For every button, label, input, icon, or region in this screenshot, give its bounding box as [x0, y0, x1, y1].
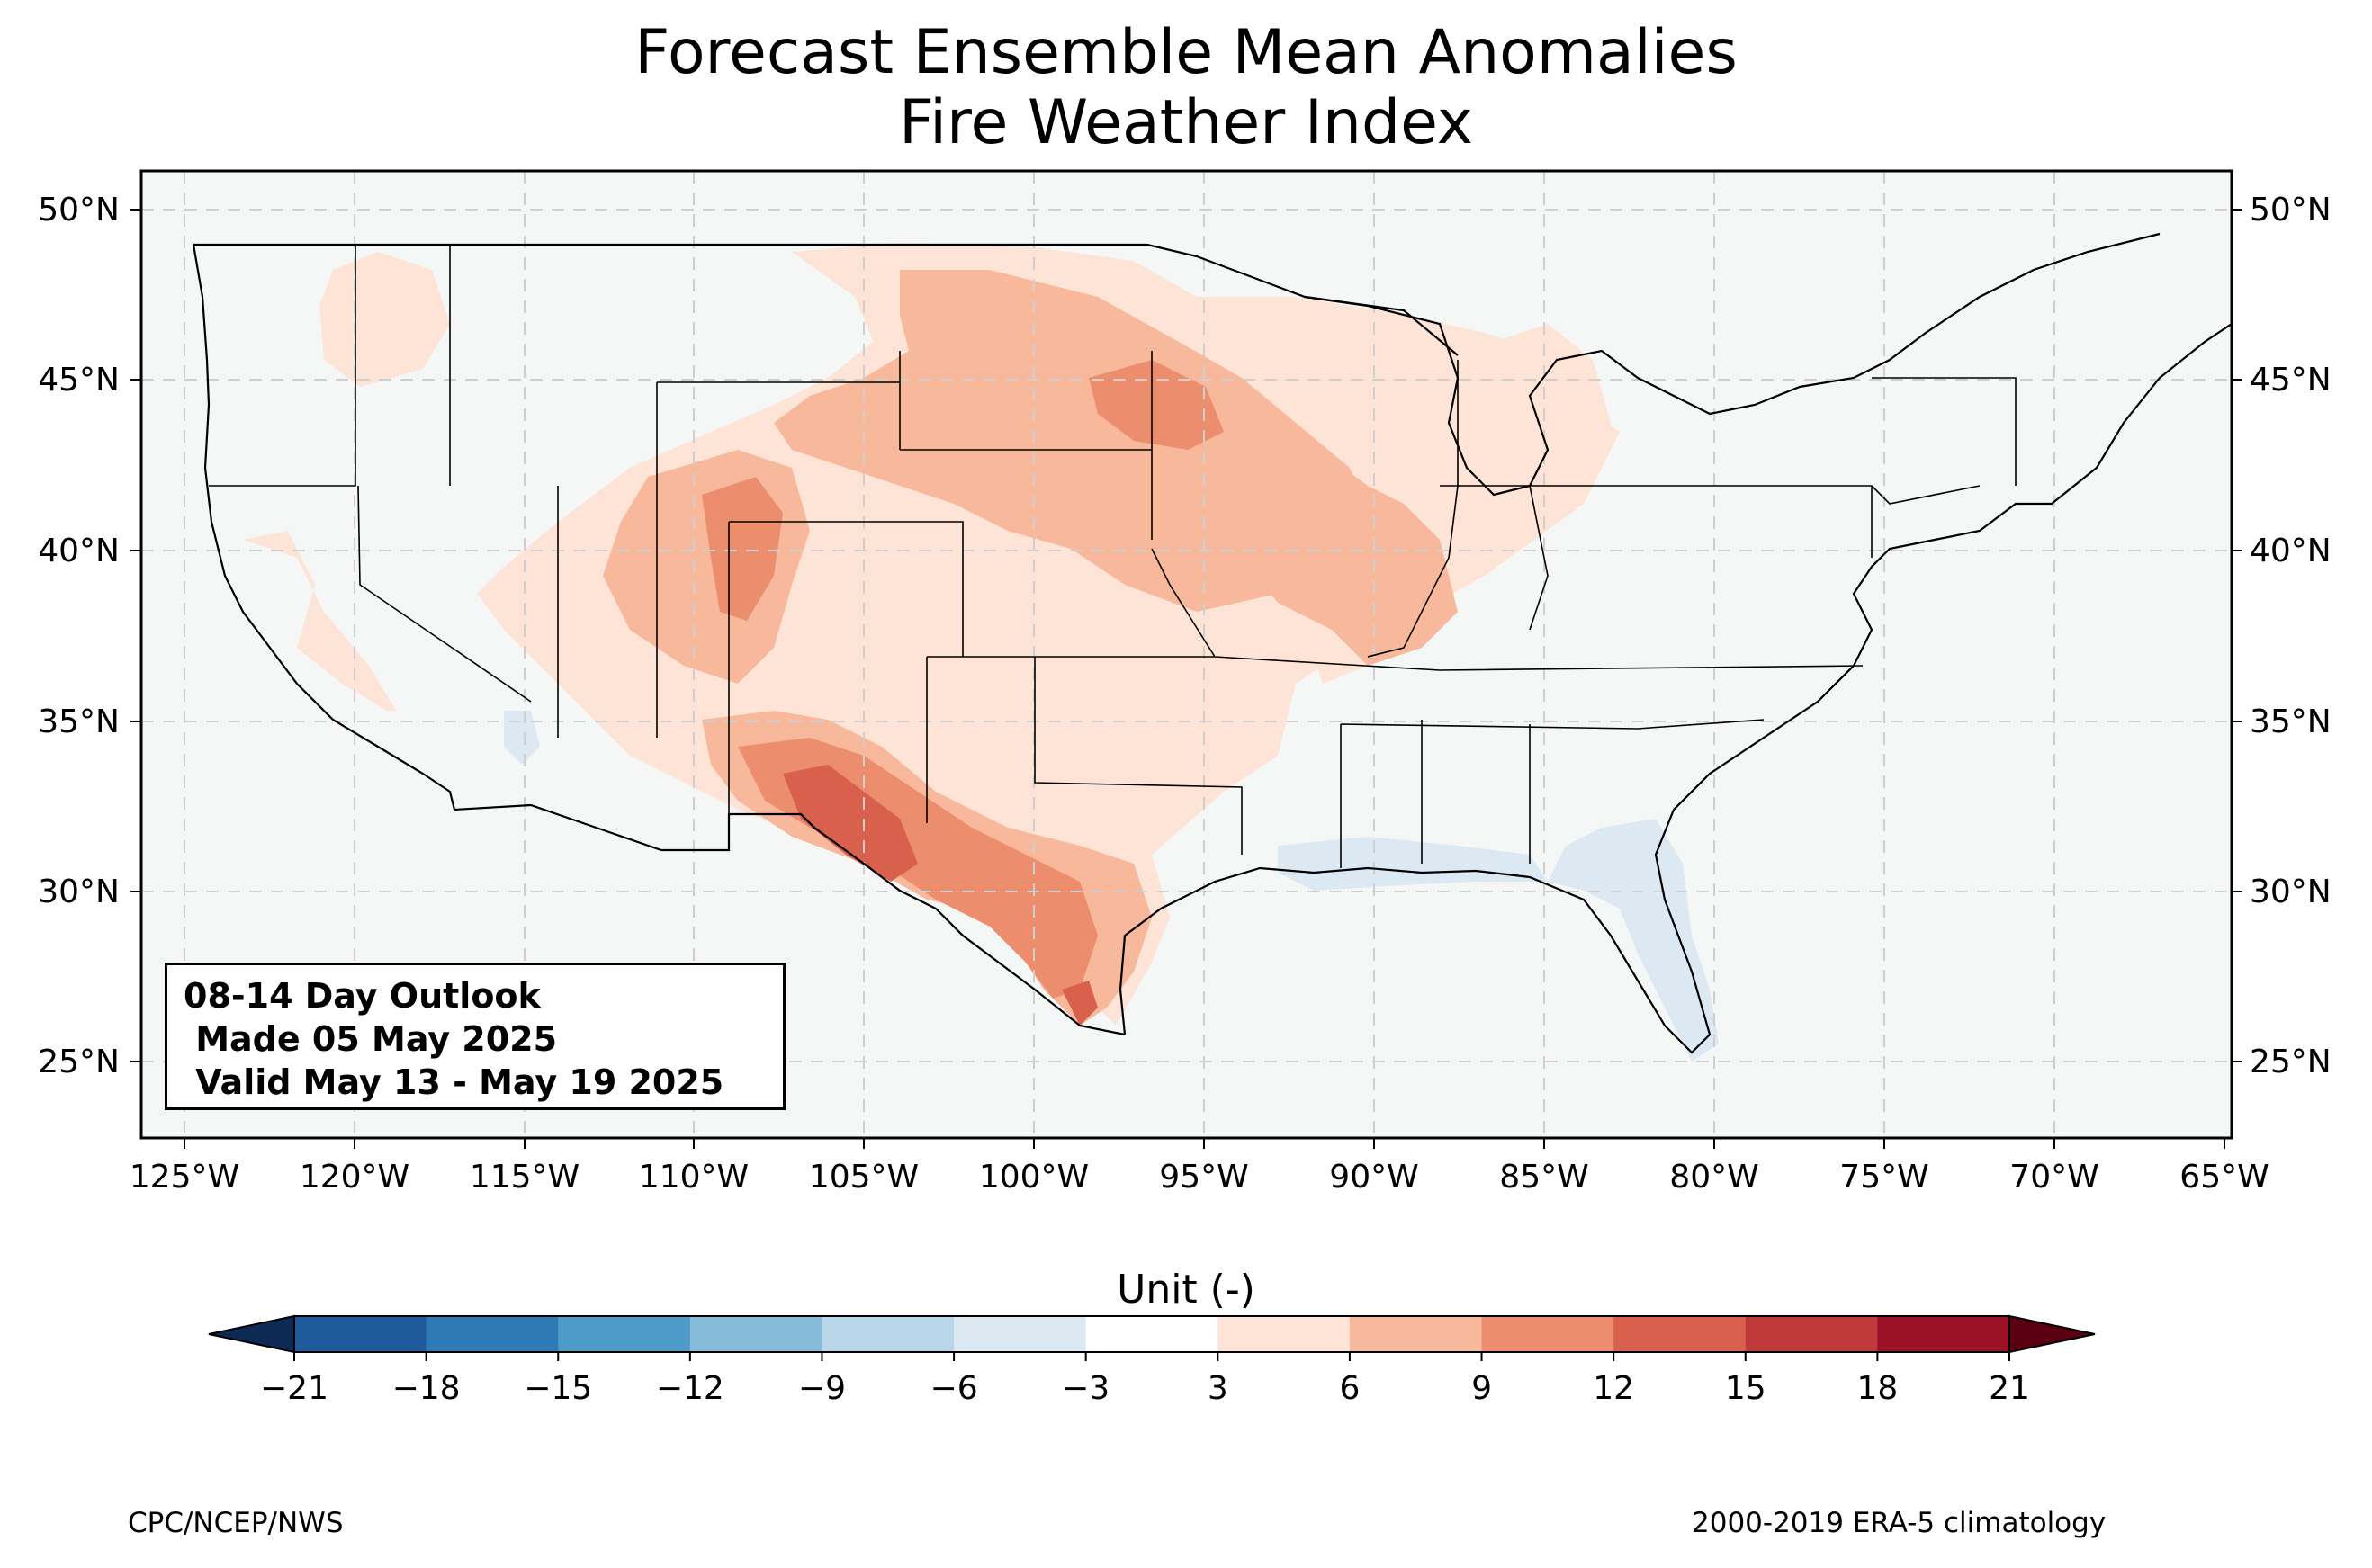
- colorbar-segment: [1745, 1316, 1878, 1352]
- lon-label: 115°W: [470, 1159, 580, 1196]
- lat-label: 25°N: [38, 1044, 120, 1080]
- lon-label: 125°W: [130, 1159, 239, 1196]
- colorbar-tick-labels: −21 −18 −15 −12 −9 −6 −3 3 6 9 12 15 18 21: [260, 1370, 2030, 1407]
- map-boundaries: [192, 232, 2232, 1054]
- colorbar-segment: [1877, 1316, 2010, 1352]
- lon-label: 95°W: [1159, 1159, 1248, 1196]
- colorbar-under-arrow: [208, 1314, 295, 1354]
- colorbar-segment: [1085, 1316, 1218, 1352]
- colorbar-over-arrow: [2008, 1314, 2096, 1354]
- colorbar-segment: [1217, 1316, 1351, 1352]
- colorbar-tick-label: −9: [798, 1370, 846, 1407]
- colorbar-tick-label: −18: [392, 1370, 461, 1407]
- colorbar-tick-label: 21: [1989, 1370, 2030, 1407]
- colorbar-label: Unit (-): [1117, 1267, 1255, 1313]
- outlook-line3: Valid May 13 - May 19 2025: [184, 1062, 724, 1102]
- lat-label: 45°N: [2250, 362, 2332, 399]
- colorbar-segment: [1481, 1316, 1614, 1352]
- anomaly-shading: [243, 243, 1719, 1062]
- lon-label: 110°W: [639, 1159, 749, 1196]
- anomaly-region-core-newmexico: [783, 765, 918, 882]
- lat-labels-left: 50°N 45°N 40°N 35°N 30°N 25°N: [38, 192, 120, 1080]
- anomaly-region-dark-dakotas: [1089, 360, 1224, 450]
- east-coast: [1673, 323, 2232, 811]
- lon-label: 100°W: [979, 1159, 1089, 1196]
- anomaly-region-dark-colorado: [702, 477, 783, 621]
- lat-label: 35°N: [2250, 703, 2332, 740]
- colorbar-segment: [558, 1316, 691, 1352]
- anomaly-region-negative-arizona: [504, 711, 540, 765]
- colorbar-tick-label: −15: [524, 1370, 592, 1407]
- lon-label: 70°W: [2009, 1159, 2098, 1196]
- outlook-box: 08-14 Day Outlook Made 05 May 2025 Valid…: [165, 963, 786, 1110]
- footer-source: CPC/NCEP/NWS: [128, 1507, 344, 1539]
- outlook-line2: Made 05 May 2025: [184, 1019, 558, 1059]
- lat-label: 50°N: [38, 192, 120, 228]
- map-frame: [139, 169, 2233, 1140]
- colorbar-tick-label: 3: [1208, 1370, 1228, 1407]
- map-title-line2: Fire Weather Index: [898, 87, 1474, 158]
- map-title-line1: Forecast Ensemble Mean Anomalies: [634, 17, 1738, 88]
- colorbar-frame: [293, 1315, 2010, 1353]
- great-lakes: [1304, 232, 2161, 497]
- lat-label: 40°N: [2250, 533, 2332, 569]
- lat-label: 35°N: [38, 703, 120, 740]
- colorbar-tick-label: 15: [1725, 1370, 1766, 1407]
- west-coast: [192, 244, 456, 811]
- colorbar-tick-label: −6: [930, 1370, 978, 1407]
- colorbar-tick-label: −12: [656, 1370, 724, 1407]
- anomaly-region-light-michigan: [1485, 324, 1611, 486]
- lon-label: 75°W: [1839, 1159, 1928, 1196]
- colorbar-tick-label: 9: [1471, 1370, 1492, 1407]
- lat-label: 30°N: [38, 874, 120, 910]
- colorbar-segment: [1613, 1316, 1747, 1352]
- lon-label: 85°W: [1499, 1159, 1588, 1196]
- lat-label: 45°N: [38, 362, 120, 399]
- gulf-coast: [1119, 809, 1712, 1054]
- colorbar-tick-label: −3: [1062, 1370, 1110, 1407]
- lat-label: 30°N: [2250, 874, 2332, 910]
- anomaly-region-negative-florida: [1548, 819, 1719, 1062]
- lon-label: 120°W: [300, 1159, 409, 1196]
- colorbar-tick-label: −21: [260, 1370, 328, 1407]
- colorbar-segment: [1349, 1316, 1483, 1352]
- lat-label: 25°N: [2250, 1044, 2332, 1080]
- colorbar-segment: [689, 1316, 822, 1352]
- anomaly-region-medium-iowa: [1161, 396, 1458, 666]
- state-lines: [209, 245, 2017, 868]
- lon-label: 90°W: [1329, 1159, 1418, 1196]
- anomaly-region-negative-gulfcoast: [1278, 837, 1548, 891]
- anomaly-region-light-west: [243, 531, 396, 711]
- lon-label: 105°W: [809, 1159, 919, 1196]
- footer-climatology: 2000-2019 ERA-5 climatology: [1692, 1507, 2107, 1539]
- colorbar-segment: [822, 1316, 955, 1352]
- colorbar-segment: [294, 1316, 427, 1352]
- outlook-line1: 08-14 Day Outlook: [184, 976, 541, 1016]
- colorbar-tick-label: 18: [1856, 1370, 1898, 1407]
- colorbar: [208, 1314, 2096, 1361]
- lat-label: 50°N: [2250, 192, 2332, 228]
- anomaly-region-core-texas-south: [1062, 981, 1098, 1026]
- colorbar-tick-label: 12: [1593, 1370, 1634, 1407]
- lon-label: 65°W: [2179, 1159, 2269, 1196]
- lon-labels: 125°W 120°W 115°W 110°W 105°W 100°W 95°W…: [130, 1159, 2269, 1196]
- colorbar-segment: [426, 1316, 559, 1352]
- anomaly-region-light-northwest: [319, 252, 450, 387]
- lat-label: 40°N: [38, 533, 120, 569]
- mexico-border: [454, 803, 1126, 1036]
- colorbar-segment: [954, 1316, 1087, 1352]
- axis-ticks: [130, 209, 2242, 1149]
- colorbar-tick-label: 6: [1339, 1370, 1360, 1407]
- lat-labels-right: 50°N 45°N 40°N 35°N 30°N 25°N: [2250, 192, 2332, 1080]
- lon-label: 80°W: [1669, 1159, 1758, 1196]
